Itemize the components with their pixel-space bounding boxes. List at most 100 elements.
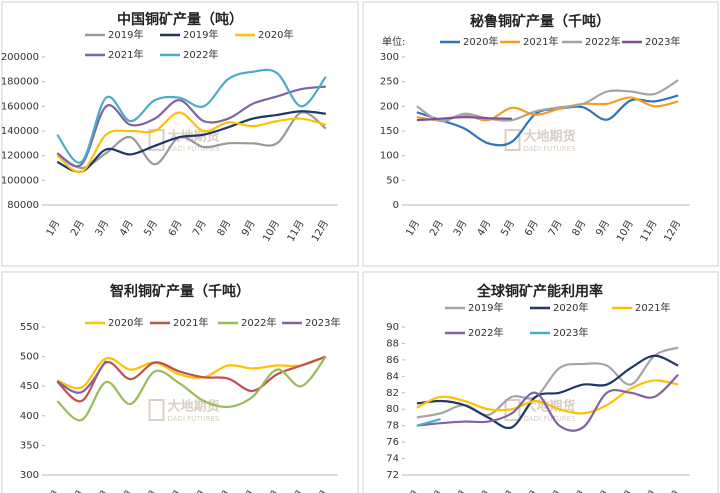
series-line xyxy=(416,116,512,122)
x-tick-label: 2月 xyxy=(427,218,446,238)
x-tick-label: 3月 xyxy=(93,218,112,238)
y-tick-label: 180000 xyxy=(1,77,39,88)
x-tick-label: 3月 xyxy=(451,218,470,238)
legend-label: 2022年 xyxy=(468,326,503,339)
series-line xyxy=(416,79,679,123)
y-tick-label: 50 xyxy=(386,175,399,186)
y-tick-label: 550 xyxy=(20,322,39,333)
x-tick-label: 7月 xyxy=(190,218,209,238)
y-tick-label: 300 xyxy=(20,470,39,481)
legend-label: 2023年 xyxy=(645,35,680,48)
chart-title: 智利铜矿产量（千吨） xyxy=(109,283,250,300)
x-tick-label: 7月 xyxy=(546,218,565,238)
x-tick-label: 4月 xyxy=(117,488,136,493)
series-line xyxy=(56,85,326,168)
watermark-subtext: DADI FUTURES xyxy=(524,145,577,153)
y-tick-label: 80 xyxy=(386,404,399,415)
unit-label: 单位: xyxy=(382,35,405,48)
y-tick-label: 150 xyxy=(380,126,399,137)
series-line xyxy=(56,111,327,174)
watermark-text: 大地期货 xyxy=(524,129,576,145)
x-tick-label: 6月 xyxy=(522,218,541,238)
x-tick-label: 8月 xyxy=(570,488,589,493)
legend-label: 2022年 xyxy=(183,48,218,61)
x-tick-label: 8月 xyxy=(215,488,234,493)
x-tick-label: 5月 xyxy=(498,488,517,493)
x-tick-label: 12月 xyxy=(309,488,331,493)
y-tick-label: 76 xyxy=(386,437,399,448)
y-tick-label: 350 xyxy=(20,440,39,451)
x-tick-label: 10月 xyxy=(260,218,282,244)
legend-label: 2020年 xyxy=(258,28,293,41)
x-tick-label: 12月 xyxy=(662,218,684,244)
y-tick-label: 300 xyxy=(380,52,399,63)
x-tick-label: 6月 xyxy=(522,488,541,493)
y-tick-label: 78 xyxy=(386,421,399,432)
legend-label: 2019年 xyxy=(468,301,503,314)
x-tick-label: 5月 xyxy=(141,488,160,493)
watermark-logo xyxy=(504,129,521,151)
x-tick-label: 2月 xyxy=(68,218,87,238)
series-line xyxy=(56,111,327,170)
legend-label: 2021年 xyxy=(108,48,143,61)
y-tick-label: 160000 xyxy=(1,101,39,112)
x-tick-label: 4月 xyxy=(475,218,494,238)
series-line xyxy=(56,110,326,174)
watermark-subtext: DADI FUTURES xyxy=(168,415,221,423)
series-line xyxy=(56,360,107,394)
legend-label: 2020年 xyxy=(108,316,143,329)
y-tick-label: 200 xyxy=(380,101,399,112)
x-tick-label: 1月 xyxy=(44,218,63,238)
legend-label: 2023年 xyxy=(305,316,340,329)
panel-border xyxy=(1,1,359,267)
series-line xyxy=(56,68,327,164)
x-tick-label: 1月 xyxy=(403,488,422,493)
panel-border xyxy=(362,1,719,267)
y-tick-label: 0 xyxy=(393,200,399,211)
x-tick-label: 9月 xyxy=(239,218,258,238)
legend-label: 2021年 xyxy=(523,35,558,48)
x-tick-label: 3月 xyxy=(451,488,470,493)
panel-border xyxy=(1,271,359,493)
y-tick-label: 100 xyxy=(380,151,399,162)
x-tick-label: 1月 xyxy=(44,488,63,493)
legend-label: 2020年 xyxy=(463,35,498,48)
legend-label: 2019年 xyxy=(183,28,218,41)
watermark-subtext: DADI FUTURES xyxy=(524,415,577,423)
watermark-logo xyxy=(148,399,165,421)
x-tick-label: 4月 xyxy=(475,488,494,493)
x-tick-label: 5月 xyxy=(498,218,517,238)
y-tick-label: 200000 xyxy=(1,52,39,63)
y-tick-label: 100000 xyxy=(1,175,39,186)
series-line xyxy=(416,373,679,432)
y-tick-label: 84 xyxy=(386,371,399,382)
y-tick-label: 90 xyxy=(386,322,399,333)
x-tick-label: 7月 xyxy=(190,488,209,493)
x-tick-label: 6月 xyxy=(166,488,185,493)
x-tick-label: 4月 xyxy=(117,218,136,238)
y-tick-label: 72 xyxy=(386,470,399,481)
x-tick-label: 6月 xyxy=(166,218,185,238)
y-tick-label: 500 xyxy=(20,352,39,363)
y-tick-label: 400 xyxy=(20,411,39,422)
legend-label: 2020年 xyxy=(553,301,588,314)
x-tick-label: 12月 xyxy=(662,488,684,493)
x-tick-label: 9月 xyxy=(239,488,258,493)
x-tick-label: 2月 xyxy=(68,488,87,493)
legend-label: 2022年 xyxy=(585,35,620,48)
x-tick-label: 11月 xyxy=(638,218,660,244)
x-tick-label: 9月 xyxy=(593,218,612,238)
x-tick-label: 3月 xyxy=(93,488,112,493)
series-line xyxy=(56,355,327,422)
series-line xyxy=(416,379,679,415)
y-tick-label: 450 xyxy=(20,381,39,392)
x-tick-label: 11月 xyxy=(285,218,307,244)
x-tick-label: 2月 xyxy=(427,488,446,493)
legend-label: 2021年 xyxy=(635,301,670,314)
y-tick-label: 140000 xyxy=(1,126,39,137)
x-tick-label: 11月 xyxy=(638,488,660,493)
x-tick-label: 1月 xyxy=(403,218,422,238)
watermark-subtext: DADI FUTURES xyxy=(168,145,221,153)
series-line xyxy=(56,355,327,390)
